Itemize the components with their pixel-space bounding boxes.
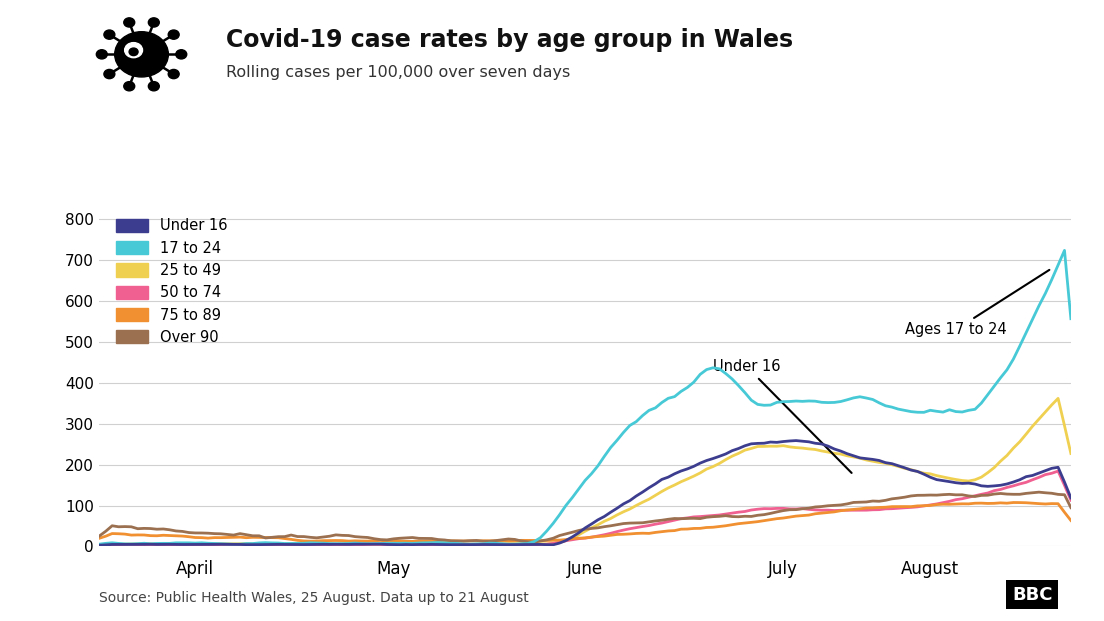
Text: BBC: BBC xyxy=(1012,586,1052,604)
Circle shape xyxy=(125,43,142,58)
Text: Source: Public Health Wales, 25 August. Data up to 21 August: Source: Public Health Wales, 25 August. … xyxy=(99,591,529,605)
Circle shape xyxy=(124,18,135,27)
Text: Under 16: Under 16 xyxy=(713,359,851,473)
Circle shape xyxy=(96,50,107,59)
Circle shape xyxy=(104,70,115,79)
Legend: Under 16, 17 to 24, 25 to 49, 50 to 74, 75 to 89, Over 90: Under 16, 17 to 24, 25 to 49, 50 to 74, … xyxy=(116,219,227,345)
Circle shape xyxy=(176,50,187,59)
Text: Ages 17 to 24: Ages 17 to 24 xyxy=(904,270,1050,337)
Text: Covid-19 case rates by age group in Wales: Covid-19 case rates by age group in Wale… xyxy=(226,28,794,52)
Circle shape xyxy=(129,48,138,56)
Circle shape xyxy=(115,32,169,77)
Circle shape xyxy=(148,81,159,91)
Circle shape xyxy=(104,30,115,39)
Circle shape xyxy=(124,81,135,91)
Circle shape xyxy=(168,70,179,79)
Circle shape xyxy=(168,30,179,39)
Circle shape xyxy=(148,18,159,27)
Text: Rolling cases per 100,000 over seven days: Rolling cases per 100,000 over seven day… xyxy=(226,65,571,80)
